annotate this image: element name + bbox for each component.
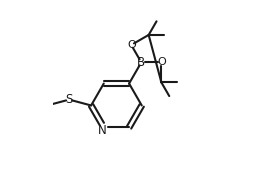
Text: O: O	[127, 40, 136, 50]
Text: N: N	[98, 124, 107, 137]
Text: O: O	[157, 57, 166, 67]
Text: B: B	[137, 56, 145, 69]
Text: S: S	[66, 93, 73, 106]
